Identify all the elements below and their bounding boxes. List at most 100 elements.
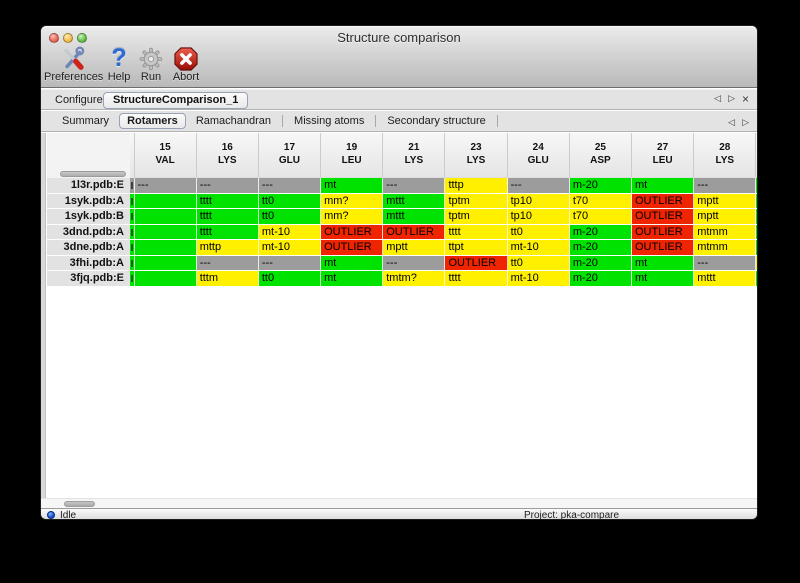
rotamer-cell[interactable]: tttt	[445, 224, 508, 240]
rotamer-cell[interactable]: ---	[383, 178, 446, 194]
column-header[interactable]: 24 GLU	[507, 133, 570, 178]
rotamer-cell[interactable]: mt-10	[507, 271, 570, 287]
rotamer-cell[interactable]: ---	[694, 255, 757, 271]
horizontal-scrollbar-thumb[interactable]	[64, 501, 95, 507]
row-header[interactable]: 3dnd.pdb:A	[47, 224, 130, 240]
rotamer-cell[interactable]: mt-10	[507, 240, 570, 256]
row-header[interactable]: 3fjq.pdb:E	[47, 271, 130, 287]
rotamer-cell[interactable]: ttpt	[445, 240, 508, 256]
job-next-icon[interactable]: ▷	[728, 93, 735, 103]
rotamer-cell[interactable]: tt0	[258, 193, 322, 209]
tabs-prev-icon[interactable]: ◁	[728, 117, 736, 127]
rotamer-cell[interactable]: t70	[569, 193, 632, 209]
zoom-window-button[interactable]	[77, 33, 87, 43]
rotamer-cell[interactable]: mptt	[694, 193, 757, 209]
rotamer-cell[interactable]: mt	[632, 178, 695, 194]
run-button[interactable]: Run	[135, 46, 167, 86]
minimize-window-button[interactable]	[63, 33, 73, 43]
rotamer-cell[interactable]: OUTLIER	[632, 224, 695, 240]
job-prev-icon[interactable]: ◁	[714, 93, 722, 103]
rotamer-cell[interactable]: mttt	[694, 271, 757, 287]
rotamer-cell[interactable]: OUTLIER	[383, 224, 446, 240]
close-window-button[interactable]	[49, 33, 59, 43]
rotamer-cell[interactable]: tttt	[196, 224, 259, 240]
rotamer-cell[interactable]: tt0	[258, 271, 322, 287]
rotamer-cell[interactable]: tmtm?	[383, 271, 446, 287]
rotamer-cell[interactable]: m-20	[569, 255, 632, 271]
rotamer-cell[interactable]: ---	[134, 178, 197, 194]
rotamer-cell[interactable]: tttt	[196, 193, 259, 209]
row-header[interactable]: 1syk.pdb:B	[47, 209, 130, 225]
tab-rotamers[interactable]: Rotamers	[119, 113, 186, 129]
column-header[interactable]: 27 LEU	[632, 133, 695, 178]
rotamer-cell[interactable]: tt0	[507, 255, 570, 271]
rotamer-cell[interactable]: mtmm	[694, 240, 757, 256]
rotamer-cell[interactable]: mptt	[694, 209, 757, 225]
abort-button[interactable]: Abort	[167, 46, 205, 86]
rotamer-cell[interactable]: tttt	[196, 209, 259, 225]
rotamer-cell[interactable]: ---	[694, 178, 757, 194]
help-button[interactable]: ? Help	[105, 46, 133, 86]
rotamer-cell[interactable]: mttp	[196, 240, 259, 256]
preferences-button[interactable]: Preferences	[44, 46, 103, 86]
rotamer-cell[interactable]: mm?	[321, 209, 384, 225]
rotamer-cell[interactable]: tptm	[445, 209, 508, 225]
column-header[interactable]: 25 ASP	[569, 133, 632, 178]
rotamer-cell[interactable]: tttm	[196, 271, 259, 287]
rotamer-cell[interactable]: ---	[507, 178, 570, 194]
rotamer-cell[interactable]: ---	[196, 178, 259, 194]
rotamer-cell[interactable]: m-20	[569, 240, 632, 256]
rotamer-cell[interactable]: tttt	[445, 271, 508, 287]
row-header[interactable]: 1l3r.pdb:E	[47, 178, 130, 194]
tab-secondary-structure[interactable]: Secondary structure	[387, 115, 486, 127]
column-header[interactable]: 21 LYS	[383, 133, 446, 178]
job-close-icon[interactable]: ×	[741, 91, 749, 106]
rotamer-cell[interactable]: OUTLIER	[632, 193, 695, 209]
tab-ramachandran[interactable]: Ramachandran	[195, 115, 272, 127]
rotamer-cell[interactable]: mt-10	[258, 240, 322, 256]
tab-summary[interactable]: Summary	[62, 115, 110, 127]
rotamer-cell[interactable]: mttt	[383, 193, 446, 209]
rotamer-cell[interactable]: ---	[383, 255, 446, 271]
job-tab-structurecomparison-1[interactable]: StructureComparison_1	[103, 92, 249, 109]
column-header[interactable]: 15 VAL	[134, 133, 197, 178]
column-header[interactable]: 16 LYS	[196, 133, 259, 178]
rotamer-cell[interactable]: m-20	[569, 271, 632, 287]
rotamer-cell[interactable]: t70	[569, 209, 632, 225]
rotamer-cell[interactable]: mm?	[321, 193, 384, 209]
rotamer-cell[interactable]: m-20	[569, 178, 632, 194]
rotamer-cell[interactable]: tttp	[445, 178, 508, 194]
rotamer-cell[interactable]: mtmm	[694, 224, 757, 240]
column-header[interactable]: 19 LEU	[321, 133, 384, 178]
rotamer-cell[interactable]	[134, 255, 197, 271]
rotamer-cell[interactable]: mt	[321, 178, 384, 194]
tab-missing-atoms[interactable]: Missing atoms	[294, 115, 365, 127]
rotamer-cell[interactable]: mttt	[383, 209, 446, 225]
rotamer-cell[interactable]: ---	[258, 255, 322, 271]
row-header[interactable]: 1syk.pdb:A	[47, 193, 130, 209]
tabs-next-icon[interactable]: ▷	[742, 117, 749, 127]
rotamer-cell[interactable]: OUTLIER	[321, 240, 384, 256]
rotamer-cell[interactable]: ---	[258, 178, 322, 194]
rotamer-cell[interactable]: OUTLIER	[321, 224, 384, 240]
rotamer-cell[interactable]	[134, 193, 197, 209]
rotamer-cell[interactable]: tptm	[445, 193, 508, 209]
column-header[interactable]: 17 GLU	[258, 133, 322, 178]
rotamer-cell[interactable]: OUTLIER	[445, 255, 508, 271]
rotamer-cell[interactable]: mt	[632, 255, 695, 271]
rotamer-cell[interactable]: tp10	[507, 209, 570, 225]
row-header[interactable]: 3fhi.pdb:A	[47, 255, 130, 271]
rotamer-cell[interactable]: tt0	[507, 224, 570, 240]
rotamer-cell[interactable]	[134, 240, 197, 256]
rotamer-cell[interactable]: mt	[632, 271, 695, 287]
rotamer-cell[interactable]: OUTLIER	[632, 209, 695, 225]
rotamer-cell[interactable]: mt	[321, 255, 384, 271]
column-header[interactable]: 23 LYS	[445, 133, 508, 178]
horizontal-scrollbar[interactable]	[41, 498, 757, 508]
rotamer-cell[interactable]: mptt	[383, 240, 446, 256]
rotamer-cell[interactable]: OUTLIER	[632, 240, 695, 256]
rotamer-cell[interactable]: m-20	[569, 224, 632, 240]
rotamer-cell[interactable]: tp10	[507, 193, 570, 209]
rotamer-cell[interactable]: ---	[196, 255, 259, 271]
column-header[interactable]: 28 LYS	[694, 133, 757, 178]
